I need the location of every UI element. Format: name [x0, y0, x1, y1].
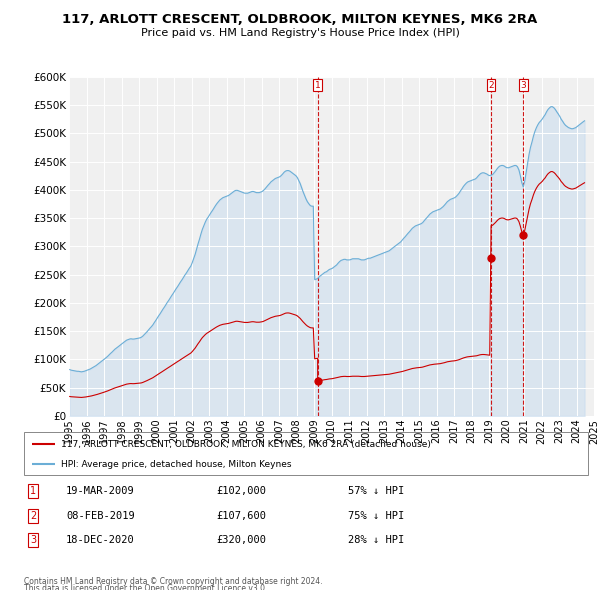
Text: 19-MAR-2009: 19-MAR-2009: [66, 486, 135, 496]
Text: 18-DEC-2020: 18-DEC-2020: [66, 536, 135, 545]
Text: This data is licensed under the Open Government Licence v3.0.: This data is licensed under the Open Gov…: [24, 584, 268, 590]
Text: 2: 2: [30, 511, 36, 520]
Text: 117, ARLOTT CRESCENT, OLDBROOK, MILTON KEYNES, MK6 2RA: 117, ARLOTT CRESCENT, OLDBROOK, MILTON K…: [62, 13, 538, 26]
Text: 3: 3: [30, 536, 36, 545]
Text: Contains HM Land Registry data © Crown copyright and database right 2024.: Contains HM Land Registry data © Crown c…: [24, 577, 323, 586]
Text: Price paid vs. HM Land Registry's House Price Index (HPI): Price paid vs. HM Land Registry's House …: [140, 28, 460, 38]
Text: 1: 1: [315, 81, 320, 90]
Text: £107,600: £107,600: [216, 511, 266, 520]
Text: 117, ARLOTT CRESCENT, OLDBROOK, MILTON KEYNES, MK6 2RA (detached house): 117, ARLOTT CRESCENT, OLDBROOK, MILTON K…: [61, 440, 431, 449]
Text: 08-FEB-2019: 08-FEB-2019: [66, 511, 135, 520]
Text: 57% ↓ HPI: 57% ↓ HPI: [348, 486, 404, 496]
Text: 1: 1: [30, 486, 36, 496]
Text: 2: 2: [488, 81, 494, 90]
Text: HPI: Average price, detached house, Milton Keynes: HPI: Average price, detached house, Milt…: [61, 460, 291, 469]
Text: £320,000: £320,000: [216, 536, 266, 545]
Text: 75% ↓ HPI: 75% ↓ HPI: [348, 511, 404, 520]
Text: 3: 3: [520, 81, 526, 90]
Text: £102,000: £102,000: [216, 486, 266, 496]
Text: 28% ↓ HPI: 28% ↓ HPI: [348, 536, 404, 545]
